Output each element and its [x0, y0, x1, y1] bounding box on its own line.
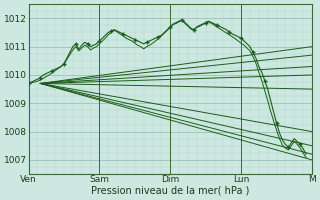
- X-axis label: Pression niveau de la mer( hPa ): Pression niveau de la mer( hPa ): [91, 186, 250, 196]
